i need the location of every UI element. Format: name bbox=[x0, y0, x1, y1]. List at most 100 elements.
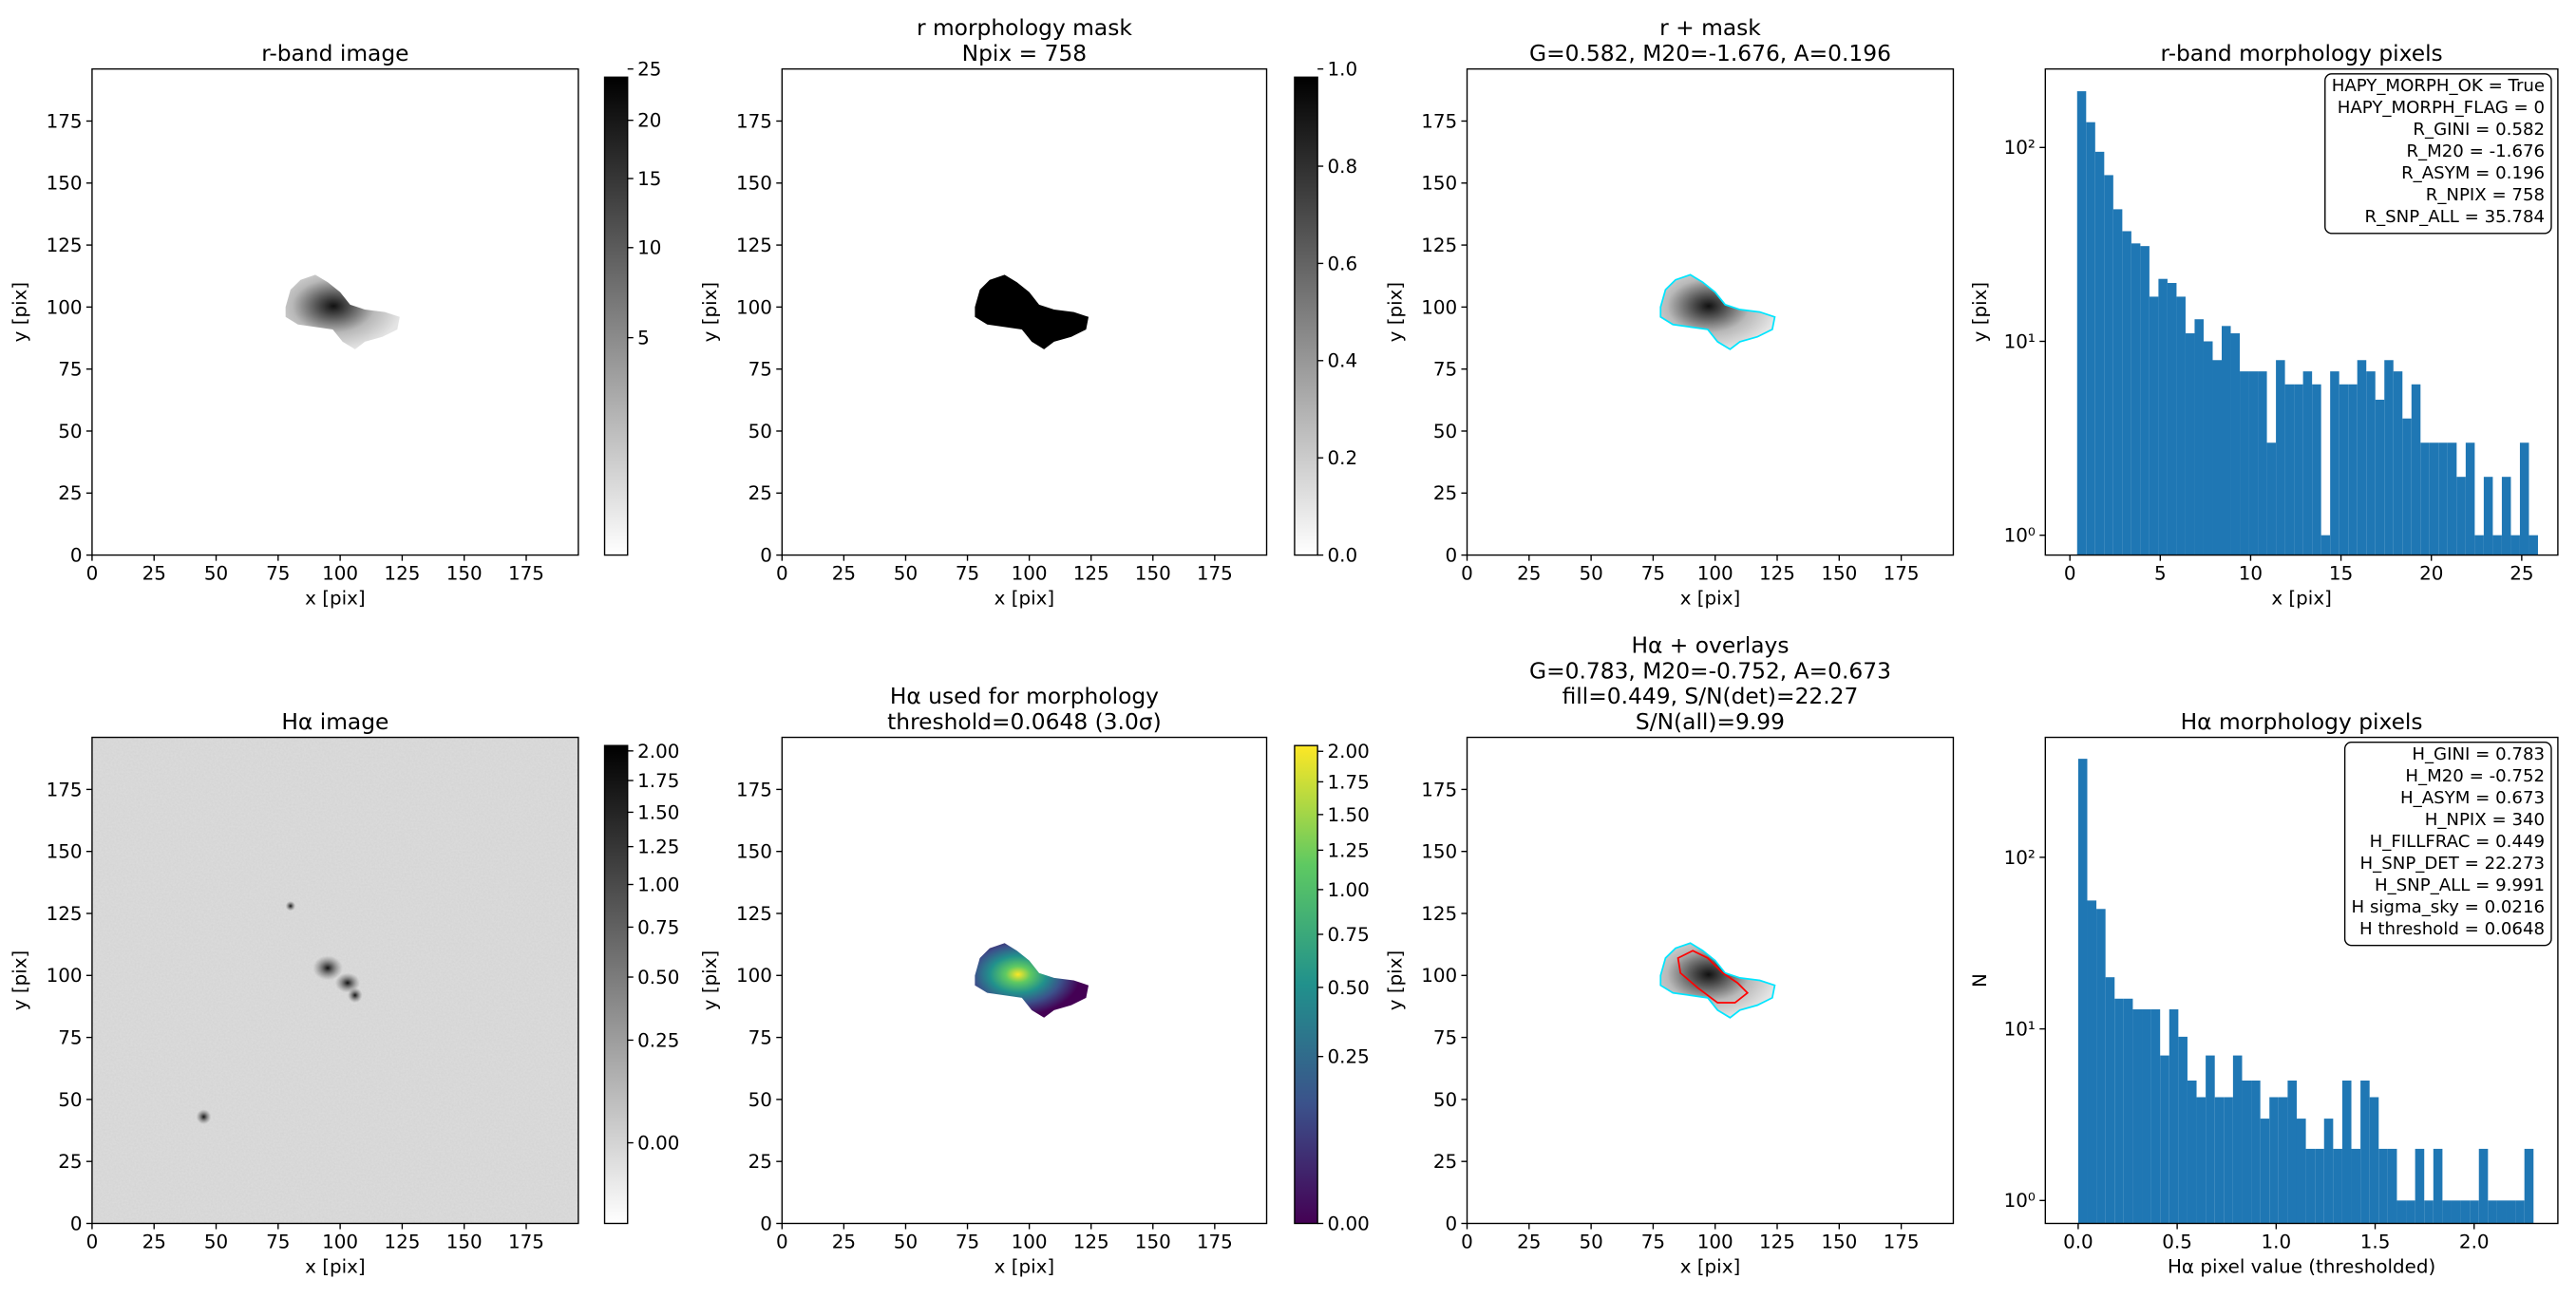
y-tick-label: 50 bbox=[1433, 1089, 1457, 1111]
histogram-bar bbox=[2465, 442, 2475, 555]
x-tick-label: 0.0 bbox=[2063, 1231, 2093, 1252]
y-tick-label: 150 bbox=[47, 841, 83, 863]
histogram-bar bbox=[2460, 1200, 2471, 1224]
y-tick-label: 10⁰ bbox=[2004, 1190, 2036, 1212]
x-axis-label: x [pix] bbox=[1680, 587, 1741, 609]
chart-title: r-band image bbox=[261, 40, 408, 66]
histogram-bar bbox=[2323, 1119, 2334, 1224]
y-tick-label: 175 bbox=[736, 779, 772, 800]
colorbar-tick-label: 0.00 bbox=[637, 1132, 679, 1154]
x-tick-label: 5 bbox=[2154, 563, 2167, 585]
y-tick-label: 175 bbox=[47, 110, 83, 132]
histogram-bar bbox=[2187, 1080, 2197, 1224]
detection-contour bbox=[1676, 950, 1750, 1004]
colorbar-tick-label: 5 bbox=[637, 328, 650, 349]
colorbar-tick-label: 15 bbox=[637, 168, 661, 190]
x-tick-label: 75 bbox=[266, 563, 290, 585]
colorbar-tick-label: 25 bbox=[637, 59, 661, 81]
y-tick-label: 150 bbox=[1421, 173, 1457, 195]
y-tick-label: 10⁰ bbox=[2004, 525, 2036, 547]
colorbar-tick-label: 0.2 bbox=[1328, 447, 1358, 469]
annotation-text: R_ASYM = 0.196 bbox=[2401, 163, 2545, 183]
axes-frame bbox=[2044, 67, 2559, 556]
y-tick-label: 75 bbox=[748, 359, 772, 381]
chart-title: r-band morphology pixels bbox=[2160, 40, 2442, 66]
annotation-text: HAPY_MORPH_FLAG = 0 bbox=[2338, 98, 2545, 118]
histogram-bar bbox=[2258, 371, 2267, 555]
x-tick-label: 125 bbox=[1759, 563, 1795, 585]
histogram-bar bbox=[2123, 998, 2133, 1224]
histogram-bar bbox=[2294, 384, 2303, 555]
x-axis-label: x [pix] bbox=[2271, 587, 2332, 609]
x-tick-label: 0 bbox=[86, 1231, 99, 1252]
histogram-bar bbox=[2406, 1200, 2415, 1224]
y-axis-label: y [pix] bbox=[1384, 282, 1406, 342]
y-tick-label: 100 bbox=[1421, 296, 1457, 318]
y-tick-label: 75 bbox=[1433, 1027, 1457, 1049]
x-tick-label: 100 bbox=[322, 563, 358, 585]
colorbar-tick-label: 2.00 bbox=[637, 741, 679, 762]
histogram-bar bbox=[2142, 1008, 2151, 1224]
mask-region bbox=[975, 274, 1089, 349]
colorbar-tick-label: 1.50 bbox=[1328, 804, 1370, 826]
y-axis-label: y [pix] bbox=[9, 950, 31, 1011]
histogram-bar bbox=[2447, 442, 2457, 555]
histogram-bar bbox=[2424, 1200, 2434, 1224]
colorbar-tick-label: 1.75 bbox=[1328, 771, 1370, 793]
annotation-text: R_M20 = -1.676 bbox=[2406, 141, 2545, 161]
annotation-box bbox=[2324, 73, 2552, 235]
histogram-bar bbox=[2287, 1080, 2297, 1224]
y-tick-label: 25 bbox=[748, 1151, 772, 1173]
colorbar-tick-label: 1.75 bbox=[637, 770, 679, 792]
histogram-bar bbox=[2105, 977, 2115, 1224]
axes-frame bbox=[91, 67, 579, 556]
y-tick-label: 100 bbox=[736, 296, 772, 318]
y-axis-label: y [pix] bbox=[9, 282, 31, 343]
histogram-bar bbox=[2506, 1200, 2516, 1224]
histogram-bar bbox=[2149, 296, 2159, 555]
image-source bbox=[285, 900, 296, 912]
histogram-bar bbox=[2112, 209, 2123, 555]
x-tick-label: 10 bbox=[2239, 563, 2263, 585]
histogram-bar bbox=[2501, 477, 2511, 555]
histogram-bar bbox=[2212, 360, 2223, 555]
x-tick-label: 0 bbox=[2064, 563, 2076, 585]
histogram-bar bbox=[2160, 1055, 2169, 1224]
histogram-bar bbox=[2224, 1097, 2233, 1224]
chart-title: G=0.783, M20=-0.752, A=0.673 bbox=[1529, 657, 1891, 684]
x-tick-label: 150 bbox=[446, 1231, 483, 1252]
x-tick-label: 15 bbox=[2329, 563, 2353, 585]
y-tick-label: 50 bbox=[748, 1089, 772, 1111]
colorbar bbox=[1294, 744, 1318, 1225]
chart-title: Hα image bbox=[281, 708, 388, 735]
y-tick-label: 0 bbox=[760, 544, 772, 566]
histogram-bar bbox=[2396, 1200, 2407, 1224]
histogram-bar bbox=[2096, 909, 2106, 1224]
x-tick-label: 75 bbox=[956, 563, 979, 585]
x-tick-label: 175 bbox=[1197, 1231, 1233, 1252]
x-axis-label: x [pix] bbox=[1680, 1255, 1741, 1277]
image-source bbox=[196, 1109, 212, 1125]
histogram-bar bbox=[2420, 442, 2430, 555]
y-tick-label: 25 bbox=[1433, 482, 1457, 504]
y-tick-label: 0 bbox=[760, 1213, 772, 1234]
histogram-bar bbox=[2077, 759, 2088, 1224]
histogram-bar bbox=[2203, 341, 2213, 555]
y-tick-label: 10² bbox=[2004, 137, 2036, 159]
mask-contour bbox=[1659, 273, 1776, 350]
histogram-bar bbox=[2251, 1080, 2261, 1224]
image-noise bbox=[91, 737, 578, 1224]
histogram-bar bbox=[2369, 1097, 2379, 1224]
annotation-text: H_GINI = 0.783 bbox=[2412, 744, 2545, 764]
x-tick-label: 75 bbox=[1641, 1231, 1665, 1252]
histogram-bar bbox=[2104, 175, 2113, 555]
y-tick-label: 150 bbox=[1421, 841, 1457, 863]
x-tick-label: 150 bbox=[1135, 563, 1171, 585]
colorbar-tick-label: 0.75 bbox=[637, 916, 679, 938]
histogram-bar bbox=[2094, 151, 2105, 555]
y-tick-label: 25 bbox=[1433, 1151, 1457, 1173]
y-tick-label: 50 bbox=[58, 1089, 82, 1111]
histogram-bar bbox=[2176, 296, 2186, 555]
annotation-text: R_SNP_ALL = 35.784 bbox=[2364, 207, 2545, 227]
x-tick-label: 75 bbox=[1641, 563, 1665, 585]
